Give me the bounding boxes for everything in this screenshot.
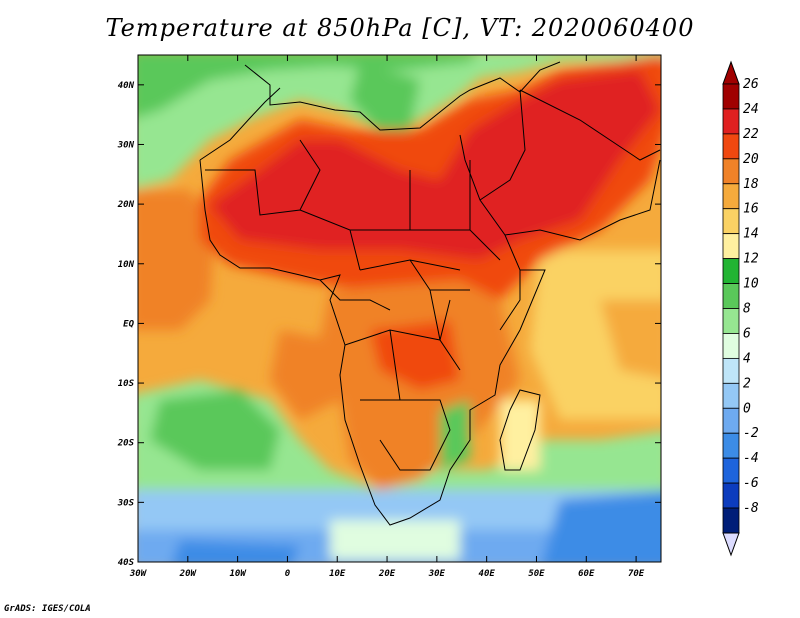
lon-tick-label: 50E <box>528 569 545 579</box>
colorbar-label: 12 <box>743 252 759 267</box>
lat-tick-label: 30S <box>117 498 135 508</box>
colorbar-swatch <box>722 382 740 409</box>
grads-credit: GrADS: IGES/COLA <box>4 604 91 614</box>
latitude-axis: 40N 30N 20N 10N EQ 10S 20S 30S 40S <box>117 81 661 568</box>
colorbar-label: 16 <box>743 202 759 217</box>
colorbar-swatch <box>722 333 740 359</box>
lat-tick-label: 30N <box>117 140 135 150</box>
temperature-field <box>138 55 661 562</box>
colorbar-swatch <box>722 183 740 210</box>
colorbar-label: 0 <box>743 401 751 416</box>
lat-tick-label: 10S <box>118 379 135 389</box>
lat-tick-label: 40S <box>118 558 135 568</box>
map-frame <box>137 54 662 563</box>
colorbar-swatch <box>722 158 740 185</box>
lon-tick-label: 20W <box>179 569 198 579</box>
colorbar-label: 26 <box>743 77 759 92</box>
colorbar-swatch <box>722 233 740 260</box>
colorbar-swatch <box>722 308 740 334</box>
colorbar-under-triangle <box>722 532 740 557</box>
colorbar-swatch <box>722 133 740 160</box>
colorbar-label: -4 <box>743 451 759 466</box>
colorbar-label: 14 <box>743 227 759 242</box>
colorbar-swatch <box>722 283 740 309</box>
longitude-axis: 30W 20W 10W 0 10E 20E 30E 40E 50E 60E 70E <box>129 55 645 579</box>
colorbar-swatch <box>722 482 740 509</box>
colorbar-label: 24 <box>743 102 759 117</box>
lon-tick-label: 40E <box>479 569 496 579</box>
colorbar-swatch <box>722 357 740 384</box>
colorbar-label: 4 <box>743 351 751 366</box>
lon-tick-label: 0 <box>285 569 291 579</box>
colorbar-swatch <box>722 208 740 235</box>
colorbar-label: 20 <box>743 152 759 167</box>
lon-tick-label: 30W <box>129 569 148 579</box>
lat-tick-label: 20N <box>117 200 135 210</box>
colorbar-swatch <box>722 108 740 135</box>
lat-tick-label: 20S <box>117 439 135 449</box>
lon-tick-label: 60E <box>578 569 595 579</box>
colorbar-swatch <box>722 507 740 534</box>
colorbar-swatch <box>722 432 740 459</box>
colorbar-label: -6 <box>743 476 759 491</box>
lon-tick-label: 70E <box>628 569 645 579</box>
lat-tick-label: 10N <box>118 260 135 270</box>
colorbar-label: -2 <box>743 426 759 441</box>
map-title: Temperature at 850hPa [C], VT: 202006040… <box>105 14 695 42</box>
lat-tick-label: 40N <box>118 81 135 91</box>
colorbar-label: 2 <box>743 376 751 391</box>
colorbar-label: 6 <box>743 326 751 341</box>
lon-tick-label: 20E <box>378 569 396 579</box>
lon-tick-label: 30E <box>428 569 446 579</box>
colorbar-swatch <box>722 457 740 484</box>
lat-tick-label: EQ <box>123 319 134 329</box>
colorbar-swatch <box>722 83 740 110</box>
colorbar-label: -8 <box>743 501 759 516</box>
colorbar-swatch <box>722 258 740 284</box>
colorbar-label: 8 <box>743 302 751 317</box>
colorbar-label: 22 <box>743 127 759 142</box>
colorbar-swatch <box>722 407 740 434</box>
colorbar-over-triangle <box>722 60 740 85</box>
colorbar-label: 10 <box>743 277 759 292</box>
lon-tick-label: 10E <box>329 569 346 579</box>
lon-tick-label: 10W <box>229 569 247 579</box>
coastline-outlines <box>199 61 661 526</box>
colorbar-label: 18 <box>743 177 759 192</box>
